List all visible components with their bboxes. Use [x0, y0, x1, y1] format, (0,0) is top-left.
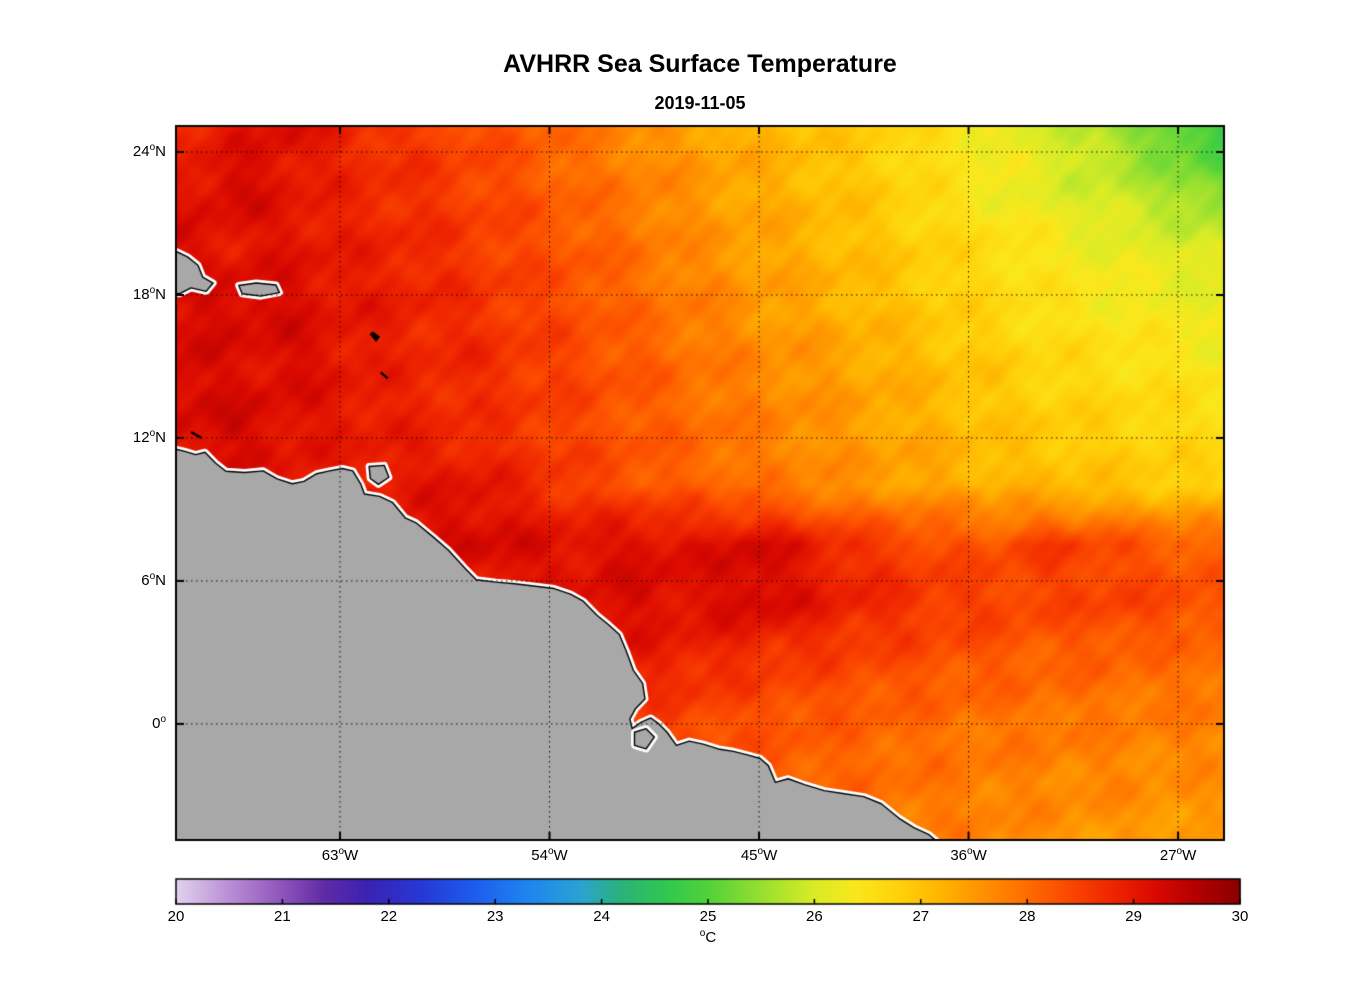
- chart-title: AVHRR Sea Surface Temperature: [503, 50, 897, 78]
- chart-subtitle: 2019-11-05: [654, 93, 746, 113]
